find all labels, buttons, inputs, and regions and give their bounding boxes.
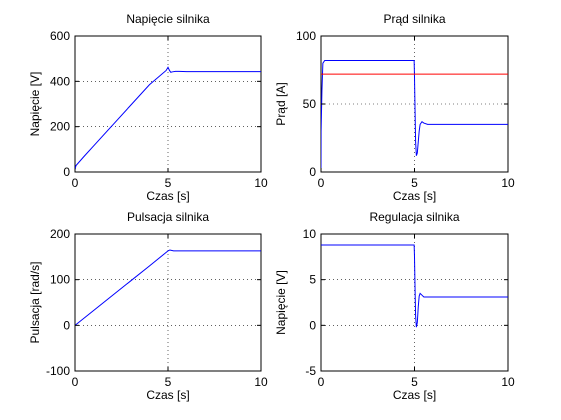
y-tick-label: 5 [309, 273, 316, 287]
y-tick-label: 200 [50, 227, 70, 241]
y-axis-label: Prąd [A] [274, 82, 288, 125]
y-axis-label: Pulsacja [rad/s] [28, 261, 42, 343]
x-tick-label: 10 [501, 375, 515, 389]
x-tick-label: 10 [254, 375, 268, 389]
series-line-1 [75, 66, 261, 170]
y-tick-label: 50 [303, 97, 317, 111]
subplot-1: 0 5 10 0 200 400 600 Napięcie silnika Czas [s] Na… [28, 12, 268, 203]
x-tick-label: 0 [318, 176, 325, 190]
x-tick-label: 10 [254, 176, 268, 190]
y-tick-label: -100 [46, 364, 70, 378]
y-tick-label: 0 [63, 165, 70, 179]
y-tick-label: 0 [63, 318, 70, 332]
y-axis-label: Napięcie [V] [28, 72, 42, 137]
x-axis-label: Czas [s] [393, 189, 436, 203]
y-tick-label: 100 [50, 273, 70, 287]
chart-title: Prąd silnika [383, 12, 445, 26]
x-tick-label: 0 [318, 375, 325, 389]
chart-title: Pulsacja silnika [127, 210, 209, 224]
y-tick-label: 200 [50, 120, 70, 134]
y-tick-label: 400 [50, 74, 70, 88]
series-line-1 [321, 244, 508, 328]
x-tick-label: 0 [72, 375, 79, 389]
y-tick-label: 600 [50, 29, 70, 43]
y-tick-label: 0 [309, 165, 316, 179]
x-axis-label: Czas [s] [146, 388, 189, 402]
x-tick-label: 0 [72, 176, 79, 190]
y-tick-label: 0 [309, 318, 316, 332]
y-tick-label: 100 [296, 29, 316, 43]
x-tick-label: 10 [501, 176, 515, 190]
series-line-1 [321, 59, 508, 172]
series-line-1 [75, 249, 261, 326]
y-axis-label: Napięcie [V] [274, 270, 288, 335]
x-tick-label: 5 [411, 375, 418, 389]
x-axis-label: Czas [s] [393, 388, 436, 402]
y-tick-label: -5 [305, 364, 316, 378]
y-tick-label: 10 [303, 227, 317, 241]
chart-title: Napięcie silnika [126, 12, 210, 26]
x-tick-label: 5 [165, 375, 172, 389]
x-tick-label: 5 [165, 176, 172, 190]
x-tick-label: 5 [411, 176, 418, 190]
chart-title: Regulacja silnika [369, 210, 459, 224]
x-axis-label: Czas [s] [146, 189, 189, 203]
